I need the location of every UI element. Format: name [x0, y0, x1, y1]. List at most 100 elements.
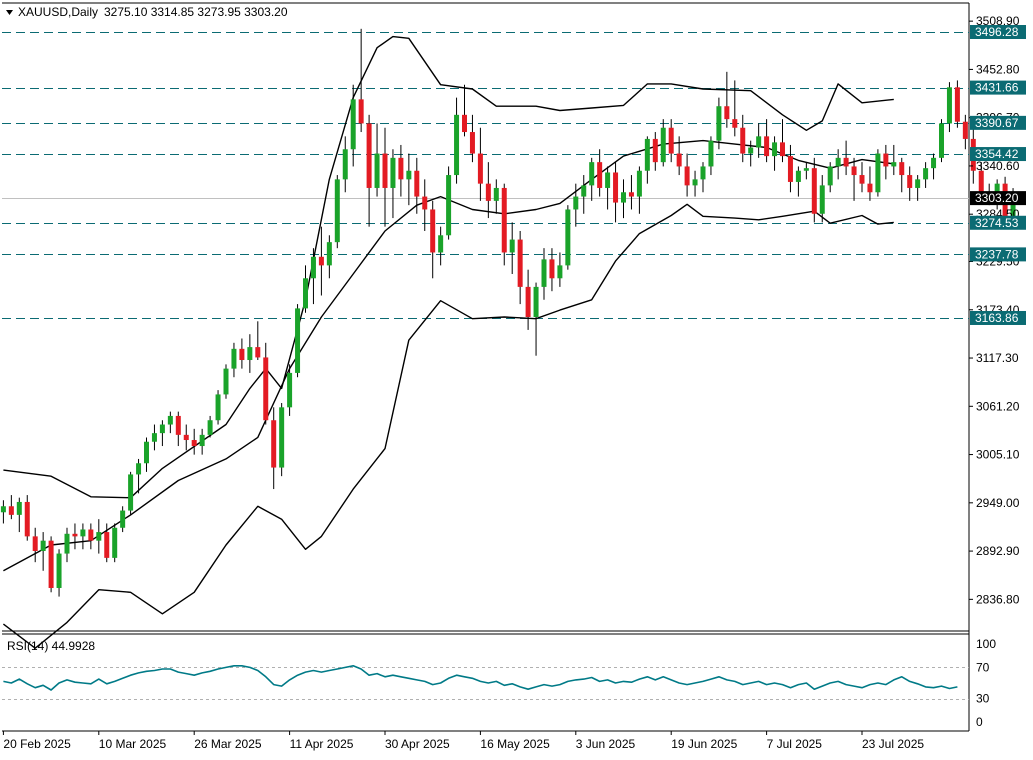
- candle-bull: [199, 434, 205, 447]
- level-labels: 3496.28 3431.66 3390.67 3354.42 3274.53 3237.…: [970, 25, 1026, 325]
- date-tick-label: 26 Mar 2025: [194, 737, 262, 751]
- candle-bull: [636, 170, 642, 197]
- candle-bear: [72, 533, 78, 537]
- candle-bear: [883, 153, 889, 167]
- rsi-line: [3, 664, 958, 691]
- candle-bull: [803, 168, 809, 171]
- candle-bull: [287, 372, 293, 408]
- candle-bear: [88, 529, 94, 541]
- level-label: 3390.67: [975, 116, 1019, 130]
- rsi-tick-label: 70: [976, 660, 990, 674]
- symbol-title: XAUUSD,Daily: [18, 5, 98, 19]
- candle-bull: [303, 278, 308, 309]
- date-axis: 20 Feb 2025 10 Mar 2025 26 Mar 2025 11 Apr …: [2, 731, 924, 751]
- candle-bear: [175, 415, 181, 435]
- candle-bear: [684, 166, 690, 186]
- price-tick-label: 3117.30: [976, 351, 1019, 365]
- candle-bull: [565, 209, 571, 266]
- candle-bull: [795, 170, 801, 182]
- level-label-box: [970, 80, 1026, 95]
- candle-bear: [255, 347, 261, 358]
- ohlc-values: 3275.10 3314.85 3273.95 3303.20: [104, 5, 288, 19]
- candle-bull: [334, 179, 340, 243]
- candle-bull: [295, 308, 301, 373]
- candle-bull: [748, 147, 754, 154]
- candle-bull: [605, 172, 611, 188]
- candle-bull: [756, 136, 762, 148]
- date-tick-label: 7 Jul 2025: [767, 737, 823, 751]
- candle-bear: [104, 532, 110, 558]
- candle-bull: [946, 87, 952, 124]
- level-label-box: [970, 247, 1026, 262]
- candle-bear: [764, 136, 770, 157]
- candle-bear: [462, 114, 467, 133]
- candle-bull: [310, 256, 316, 279]
- candle-bear: [867, 183, 873, 193]
- level-label-box: [970, 310, 1026, 325]
- candle-bull: [621, 192, 626, 203]
- candle-bear: [398, 157, 404, 180]
- bollinger-middle-line: [3, 139, 894, 572]
- price-tick-label: 3005.10: [976, 448, 1020, 462]
- candle-bear: [517, 239, 523, 287]
- level-label: 3274.53: [975, 216, 1019, 230]
- candle-bull: [279, 407, 285, 468]
- candle-bear: [430, 209, 436, 253]
- level-label-box: [970, 215, 1026, 230]
- candle-bear: [811, 168, 817, 214]
- candle-bull: [64, 533, 70, 554]
- candle-bear: [271, 420, 277, 468]
- candle-bull: [438, 235, 444, 253]
- candle-bear: [183, 434, 189, 441]
- candle-bear: [732, 119, 738, 128]
- candle-bear: [859, 175, 865, 184]
- candle-bull: [128, 474, 134, 511]
- level-label: 3496.28: [975, 25, 1019, 39]
- candle-bull: [56, 553, 62, 588]
- candle-bear: [613, 172, 619, 203]
- candle-bear: [954, 87, 960, 122]
- price-tick-label: 3508.90: [976, 14, 1020, 28]
- candle-bull: [454, 114, 460, 176]
- candle-bear: [24, 501, 30, 537]
- date-tick-label: 3 Jun 2025: [576, 737, 636, 751]
- rsi-series-line: [3, 664, 958, 691]
- candle-bear: [485, 183, 491, 201]
- price-tick-label: 2892.90: [976, 544, 1020, 558]
- candle-bull: [350, 99, 356, 150]
- level-label: 3431.66: [975, 81, 1019, 95]
- candle-bear: [239, 348, 245, 361]
- candle-bear: [525, 286, 531, 317]
- candle-bear: [32, 536, 38, 551]
- candle-bull: [120, 510, 126, 528]
- candle-bear: [668, 127, 674, 154]
- candle-bear: [780, 142, 785, 157]
- rsi-title: RSI(14) 44.9928: [7, 639, 95, 653]
- level-label-box: [970, 115, 1026, 130]
- candle-bull: [40, 540, 46, 551]
- candle-bull: [700, 166, 706, 180]
- date-tick-label: 16 May 2025: [480, 737, 550, 751]
- candle-bull: [112, 527, 118, 558]
- candle-bear: [962, 121, 968, 139]
- candle-bear: [366, 123, 372, 188]
- candle-bull: [772, 142, 778, 157]
- date-tick-label: 11 Apr 2025: [290, 737, 354, 751]
- candle-bear: [8, 506, 14, 515]
- candle-bear: [851, 166, 857, 176]
- level-label-box: [970, 25, 1026, 40]
- price-tick-label: 2836.80: [976, 592, 1020, 606]
- candle-bull: [342, 149, 348, 180]
- candle-bull: [406, 170, 412, 180]
- candle-bear: [740, 127, 746, 154]
- candle-bear: [978, 170, 984, 193]
- candle-bull: [835, 157, 841, 167]
- current-price-label: 3303.20: [975, 191, 1019, 205]
- candle-bull: [692, 179, 698, 186]
- candle-bull: [819, 185, 825, 214]
- candle-bull: [207, 420, 213, 435]
- candle-bull: [716, 106, 722, 141]
- triangle-down-icon[interactable]: [6, 10, 13, 15]
